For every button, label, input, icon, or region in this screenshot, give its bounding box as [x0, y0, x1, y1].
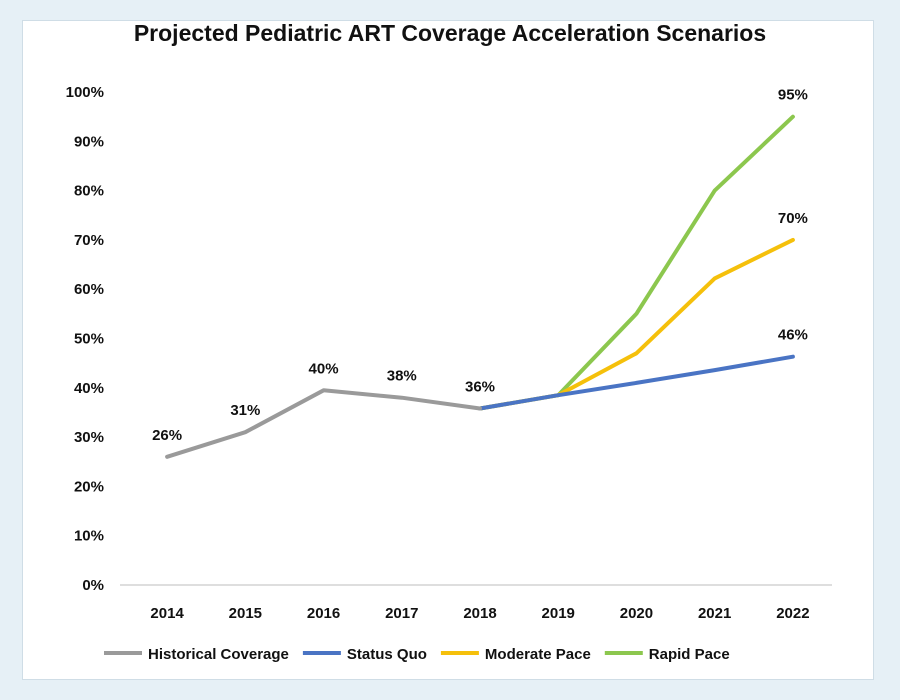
legend-label-moderate-pace: Moderate Pace: [485, 646, 591, 663]
legend-label-rapid-pace: Rapid Pace: [649, 646, 730, 663]
y-tick-label: 80%: [74, 183, 104, 200]
y-tick-label: 100%: [66, 84, 104, 101]
series-line-historical-coverage: [165, 388, 482, 459]
y-tick-label: 90%: [74, 133, 104, 150]
y-tick-label: 70%: [74, 232, 104, 249]
data-label: 40%: [309, 360, 339, 377]
series-line-status-quo: [478, 354, 795, 411]
data-label: 26%: [152, 427, 182, 444]
x-tick-label: 2019: [542, 605, 575, 622]
y-tick-label: 50%: [74, 331, 104, 348]
legend-label-status-quo: Status Quo: [347, 646, 427, 663]
x-tick-label: 2018: [463, 605, 496, 622]
data-label: 31%: [230, 402, 260, 419]
data-label: 36%: [465, 379, 495, 396]
data-label: 95%: [778, 87, 808, 104]
y-tick-label: 0%: [82, 577, 104, 594]
x-tick-label: 2016: [307, 605, 340, 622]
x-tick-label: 2021: [698, 605, 731, 622]
y-tick-label: 40%: [74, 380, 104, 397]
y-tick-label: 30%: [74, 429, 104, 446]
x-tick-label: 2020: [620, 605, 653, 622]
data-label: 46%: [778, 327, 808, 344]
x-tick-label: 2017: [385, 605, 418, 622]
y-tick-label: 10%: [74, 528, 104, 545]
x-tick-label: 2022: [776, 605, 809, 622]
chart-title: Projected Pediatric ART Coverage Acceler…: [133, 20, 767, 46]
chart-frame: [22, 20, 874, 680]
y-tick-label: 20%: [74, 478, 104, 495]
x-tick-label: 2014: [150, 605, 184, 622]
y-tick-label: 60%: [74, 281, 104, 298]
data-label: 38%: [387, 368, 417, 385]
data-label: 70%: [778, 210, 808, 227]
x-tick-label: 2015: [229, 605, 262, 622]
legend-label-historical-coverage: Historical Coverage: [148, 646, 289, 663]
